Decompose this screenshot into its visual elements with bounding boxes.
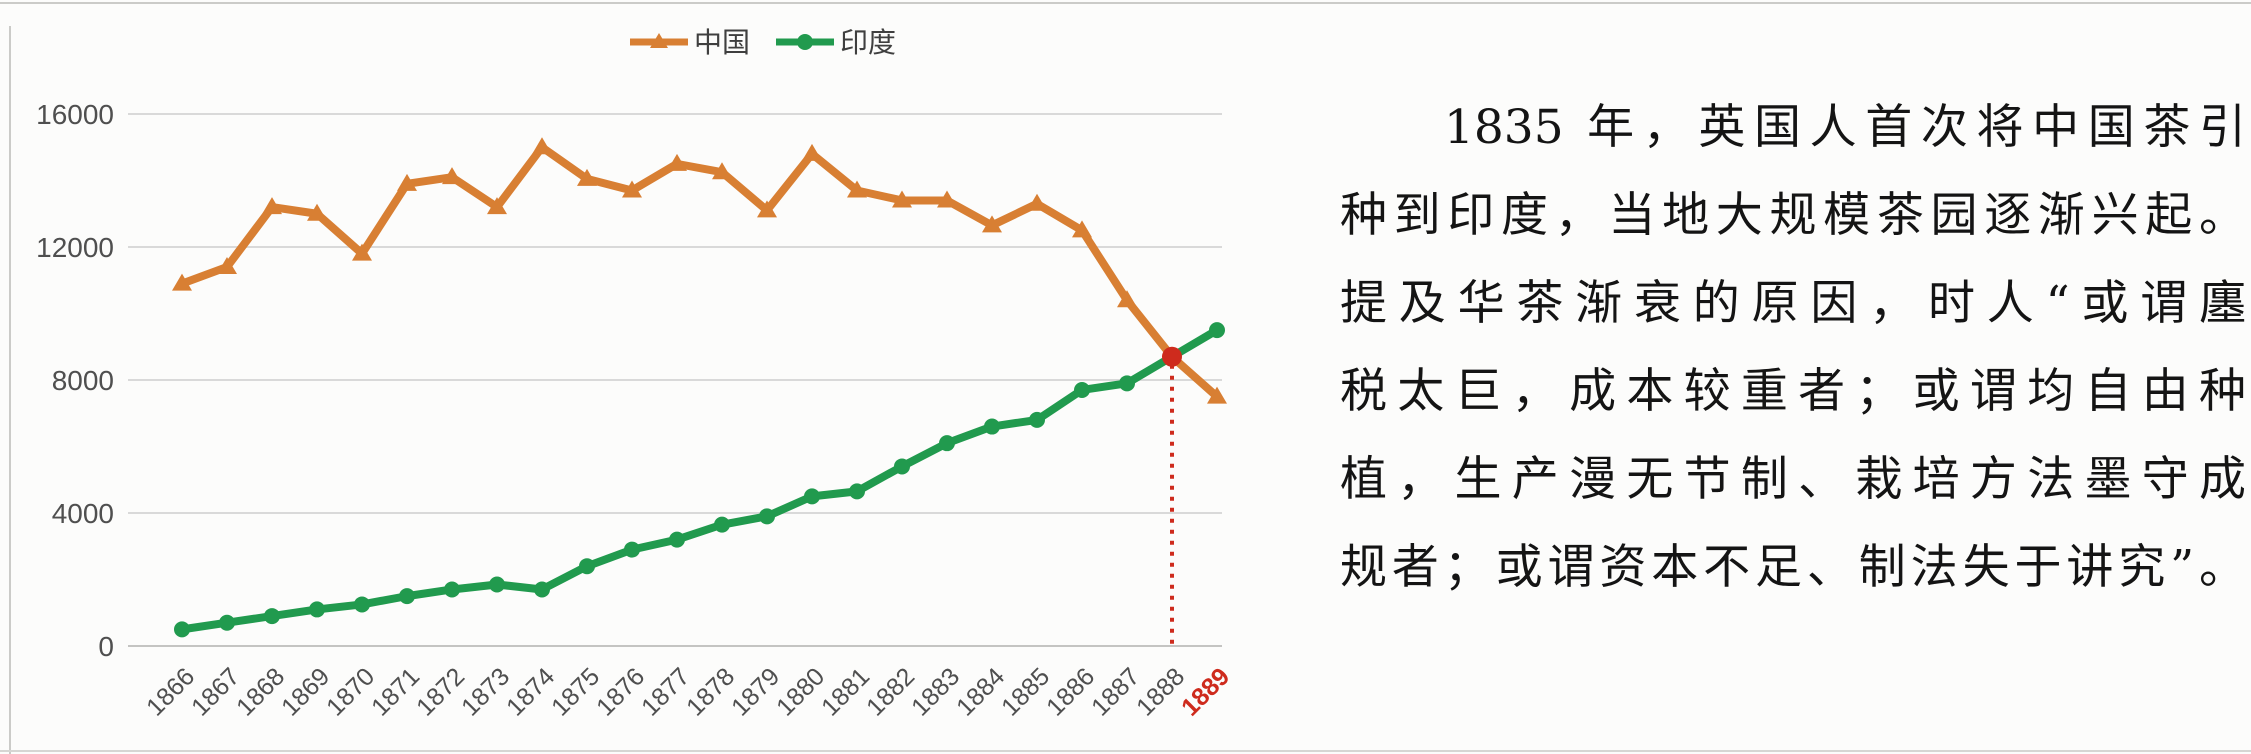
x-axis-tick-label: 1866 — [141, 662, 200, 721]
data-point-circle — [1119, 375, 1135, 392]
x-axis-tick-label: 1867 — [186, 662, 245, 721]
x-axis-tick-label: 1888 — [1131, 662, 1190, 721]
y-axis-tick-label: 0 — [98, 631, 114, 662]
chart-legend: 中国 印度 — [630, 27, 896, 58]
data-point-triangle — [262, 197, 282, 215]
x-axis-tick-label: 1883 — [906, 662, 965, 721]
x-axis-tick-label: 1869 — [276, 662, 335, 721]
passage-text-block: 1835 年，英国人首次将中国茶引 种到印度，当地大规模茶园逐渐兴起。 提及华茶… — [1340, 84, 2246, 612]
data-point-circle — [894, 458, 910, 475]
x-axis-tick-label: 1870 — [321, 662, 380, 721]
x-axis-tick-label: 1889 — [1176, 662, 1235, 721]
data-point-triangle — [1072, 220, 1092, 238]
data-point-triangle — [622, 180, 642, 198]
x-axis-tick-label: 1871 — [366, 662, 425, 721]
x-axis-tick-label: 1880 — [771, 662, 830, 721]
passage-line: 植，生产漫无节制、栽培方法墨守成 — [1340, 452, 2246, 507]
data-point-triangle — [442, 167, 462, 185]
x-axis-tick-label: 1875 — [546, 662, 605, 721]
series-line — [178, 143, 1221, 401]
data-point-triangle — [982, 215, 1002, 233]
data-point-triangle — [712, 162, 732, 180]
data-point-triangle — [802, 143, 822, 161]
data-point-circle — [849, 483, 865, 500]
data-point-triangle — [172, 273, 192, 291]
data-point-circle — [939, 435, 955, 452]
data-point-triangle — [397, 173, 417, 191]
data-point-triangle — [892, 190, 912, 208]
x-axis-tick-label: 1876 — [591, 662, 650, 721]
data-point-circle — [354, 596, 370, 613]
data-point-triangle — [352, 243, 372, 261]
data-point-triangle — [847, 180, 867, 198]
x-axis-labels: 1866186718681869187018711872187318741875… — [141, 662, 1235, 721]
series-line — [178, 326, 1221, 634]
x-axis-tick-label: 1881 — [816, 662, 875, 721]
x-axis-tick-label: 1873 — [456, 662, 515, 721]
passage-line: 种到印度，当地大规模茶园逐渐兴起。 — [1340, 188, 2246, 243]
x-axis-tick-label: 1874 — [501, 662, 560, 721]
data-point-circle — [264, 608, 280, 625]
x-axis-tick-label: 1872 — [411, 662, 470, 721]
data-point-circle — [579, 558, 595, 575]
legend-label: 印度 — [840, 27, 896, 58]
y-axis-tick-label: 16000 — [36, 99, 114, 130]
data-point-circle — [759, 508, 775, 525]
data-point-circle — [714, 516, 730, 533]
data-point-circle — [309, 601, 325, 618]
data-point-triangle — [487, 197, 507, 215]
passage-line: 提及华茶渐衰的原因，时人“或谓廛 — [1340, 276, 2246, 331]
data-point-triangle — [532, 137, 552, 155]
series-china — [172, 137, 1227, 404]
data-point-triangle — [937, 190, 957, 208]
data-point-circle — [669, 531, 685, 548]
data-point-triangle — [1117, 290, 1137, 308]
x-axis-tick-label: 1878 — [681, 662, 740, 721]
data-point-triangle — [757, 200, 777, 218]
x-axis-tick-label: 1879 — [726, 662, 785, 721]
x-axis-tick-label: 1885 — [996, 662, 1055, 721]
x-axis-tick-label: 1884 — [951, 662, 1010, 721]
data-point-circle — [1074, 381, 1090, 398]
gridlines: 0 4000 8000 12000 16000 — [36, 99, 1222, 662]
page-border-top — [0, 2, 2251, 4]
passage-line: 规者；或谓资本不足、制法失于讲究”。 — [1340, 540, 2246, 595]
x-axis-tick-label: 1887 — [1086, 662, 1145, 721]
data-point-triangle — [667, 153, 687, 171]
crossover-marker — [1162, 346, 1182, 367]
passage-line: 1835 年，英国人首次将中国茶引 — [1444, 100, 2246, 155]
data-point-circle — [984, 418, 1000, 435]
data-point-circle — [624, 541, 640, 558]
data-point-circle — [444, 581, 460, 598]
data-point-circle — [219, 614, 235, 631]
legend-label: 中国 — [694, 27, 750, 58]
legend-circle-marker — [797, 34, 813, 50]
data-point-circle — [1029, 411, 1045, 428]
page-border-left — [9, 26, 11, 754]
x-axis-tick-label: 1882 — [861, 662, 920, 721]
data-point-circle — [1209, 322, 1225, 339]
data-point-circle — [399, 588, 415, 605]
data-point-circle — [489, 576, 505, 593]
data-point-triangle — [577, 168, 597, 186]
x-axis-tick-label: 1877 — [636, 662, 695, 721]
y-axis-tick-label: 12000 — [36, 232, 114, 263]
data-point-circle — [174, 621, 190, 638]
y-axis-tick-label: 4000 — [52, 498, 114, 529]
x-axis-tick-label: 1868 — [231, 662, 290, 721]
legend-triangle-marker — [650, 33, 668, 48]
data-point-circle — [804, 488, 820, 505]
data-point-triangle — [217, 256, 237, 274]
tea-export-line-chart: 0 4000 8000 12000 16000 1866 1867 1868 1869 1870 1… — [36, 27, 1235, 722]
x-axis-tick-label: 1886 — [1041, 662, 1100, 721]
y-axis-tick-label: 8000 — [52, 365, 114, 396]
data-point-circle — [534, 581, 550, 598]
data-point-triangle — [307, 203, 327, 221]
page-border-bottom — [0, 750, 2251, 752]
data-point-triangle — [1207, 386, 1227, 404]
passage-line: 税太巨，成本较重者；或谓均自由种 — [1340, 364, 2246, 419]
tea-chart-svg: 0400080001200016000186618671868186918701… — [36, 27, 1235, 722]
data-point-triangle — [1027, 193, 1047, 211]
series-india — [174, 322, 1225, 638]
